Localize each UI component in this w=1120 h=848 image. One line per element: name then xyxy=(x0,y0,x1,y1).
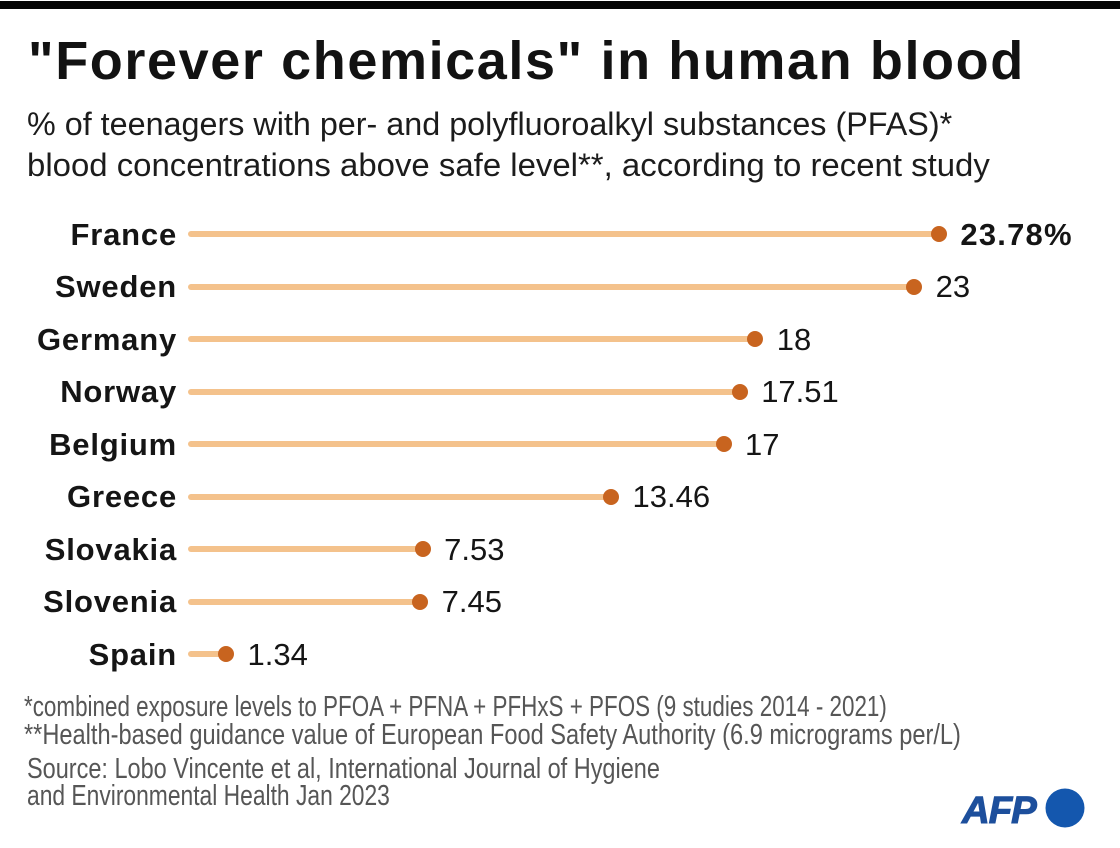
svg-text:AFP: AFP xyxy=(961,789,1037,832)
